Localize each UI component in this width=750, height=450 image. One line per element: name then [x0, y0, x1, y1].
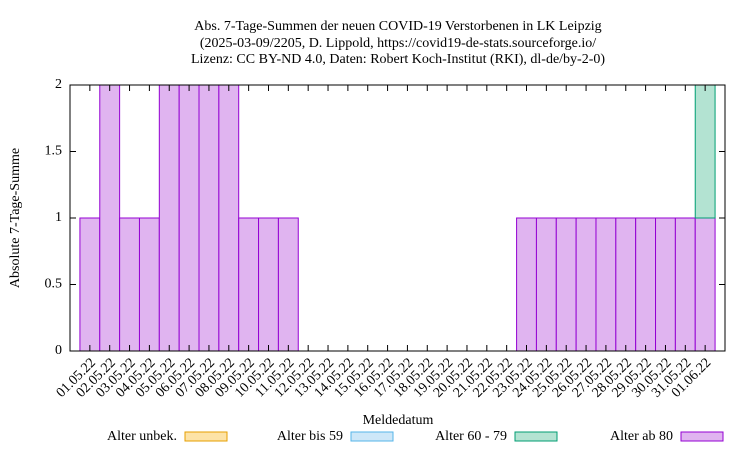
- bar: [119, 217, 140, 352]
- bar: [238, 217, 260, 352]
- bar: [277, 217, 299, 352]
- bar: [516, 217, 537, 352]
- bar: [79, 217, 101, 352]
- bar: [635, 217, 657, 352]
- chart-subtitle: Lizenz: CC BY-ND 4.0, Daten: Robert Koch…: [191, 52, 605, 67]
- bar: [694, 217, 716, 352]
- bar: [138, 217, 160, 352]
- chart-subtitle: (2025-03-09/2205, D. Lippold, https://co…: [200, 36, 596, 51]
- legend-swatch: [514, 431, 558, 442]
- legend-swatch: [184, 431, 228, 442]
- legend-swatch: [350, 431, 394, 442]
- bar: [535, 217, 557, 352]
- bar: [615, 217, 637, 352]
- y-tick-label: 1: [55, 210, 62, 225]
- legend-label: Alter bis 59: [277, 429, 343, 444]
- bar: [218, 84, 240, 352]
- bar: [575, 217, 597, 352]
- chart-title: Abs. 7-Tage-Summen der neuen COVID-19 Ve…: [194, 19, 601, 34]
- x-axis-label: Meldedatum: [363, 413, 434, 428]
- bar: [555, 217, 577, 352]
- bar: [178, 84, 200, 352]
- bar: [595, 217, 617, 352]
- y-axis-label: Absolute 7-Tage-Summe: [8, 148, 23, 288]
- legend-label: Alter unbek.: [107, 429, 177, 444]
- bar: [258, 217, 279, 352]
- bar: [158, 84, 180, 352]
- legend-label: Alter 60 - 79: [435, 429, 507, 444]
- bar: [694, 84, 716, 219]
- bar: [655, 217, 676, 352]
- plot-frame: [69, 84, 726, 352]
- y-tick-label: 2: [55, 77, 62, 92]
- y-tick-label: 1.5: [45, 144, 63, 159]
- bar: [99, 84, 121, 352]
- bar: [198, 84, 220, 352]
- bar: [674, 217, 696, 352]
- y-tick-label: 0.5: [45, 277, 63, 292]
- y-tick-label: 0: [55, 343, 62, 358]
- legend-label: Alter ab 80: [610, 429, 673, 444]
- legend-swatch: [680, 431, 724, 442]
